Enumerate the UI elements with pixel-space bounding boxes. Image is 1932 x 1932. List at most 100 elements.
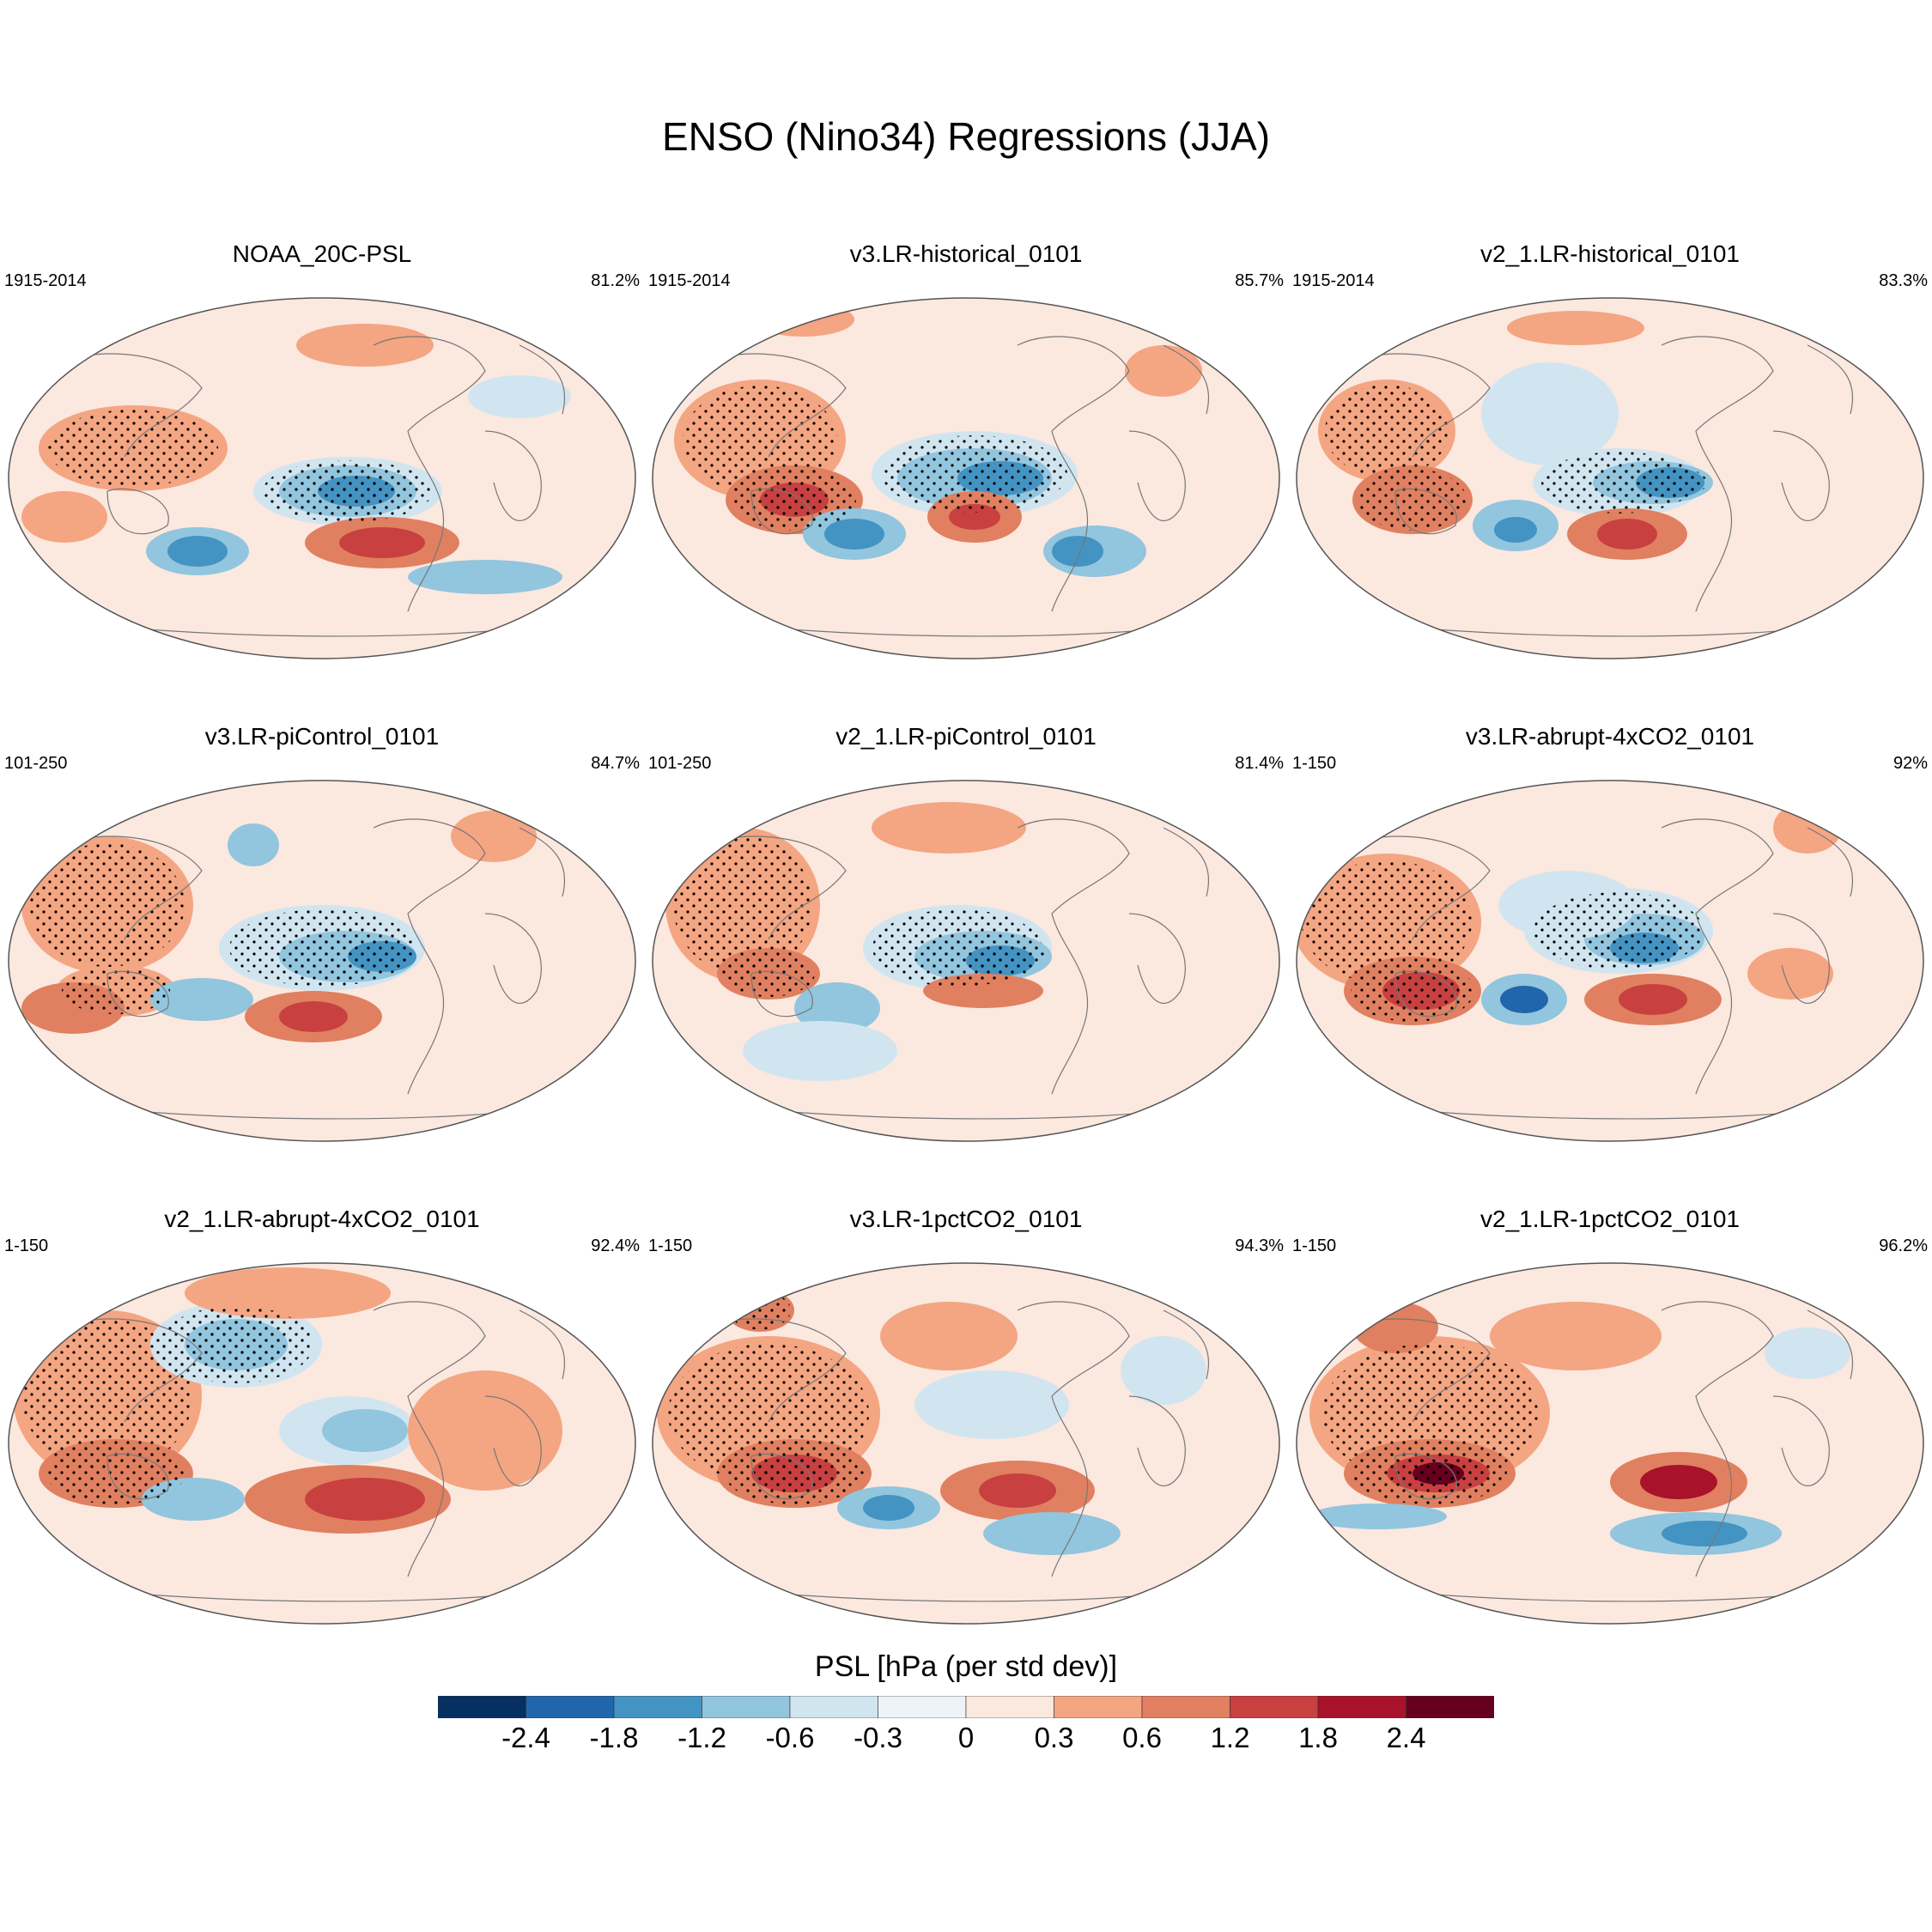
panel-title: v2_1.LR-1pctCO2_0101 [1480, 1206, 1740, 1232]
anomaly-region [1662, 1521, 1747, 1546]
significance-stipple [1321, 1344, 1538, 1483]
significance-stipple [756, 1456, 833, 1491]
map-border [652, 780, 1280, 1142]
colorbar-swatch [438, 1696, 526, 1718]
anomaly-region [1121, 1336, 1206, 1405]
panel-title: v3.LR-historical_0101 [849, 240, 1083, 267]
panel-period: 101-250 [648, 754, 712, 773]
map-border [8, 780, 636, 1142]
panel-title: v3.LR-1pctCO2_0101 [849, 1206, 1083, 1232]
colorbar-tick-label: 2.4 [1386, 1722, 1426, 1753]
coastline [55, 336, 589, 637]
colorbar-tick-label: -2.4 [501, 1722, 550, 1753]
anomaly-region [1507, 311, 1644, 345]
colorbar-swatch [1406, 1696, 1494, 1718]
colorbar-tick-label: -1.2 [677, 1722, 726, 1753]
significance-stipple [729, 1291, 791, 1330]
map-panel-4: v3.LR-piControl_0101 101-250 84.7% [4, 723, 640, 1144]
panel-period: 101-250 [4, 754, 68, 773]
anomaly-region [1125, 345, 1202, 397]
significance-stipple [1386, 974, 1456, 1008]
panel-percent: 81.2% [591, 271, 640, 290]
significance-stipple [62, 968, 170, 1014]
map-border [8, 297, 636, 659]
colorbar-tick-label: 1.2 [1210, 1722, 1250, 1753]
significance-stipple [882, 435, 1067, 513]
anomaly-region [1494, 517, 1537, 543]
map-panel-6: v3.LR-abrupt-4xCO2_0101 1-150 92% [1292, 723, 1928, 1144]
panel-percent: 83.3% [1879, 271, 1928, 290]
anomaly-region [305, 1478, 425, 1521]
significance-stipple [30, 843, 185, 967]
map-globe [652, 1262, 1280, 1625]
panel-percent: 85.7% [1235, 271, 1284, 290]
significance-stipple [673, 835, 812, 975]
map-border [8, 1262, 636, 1625]
coastline [1343, 818, 1877, 1120]
anomaly-region [1309, 1504, 1447, 1529]
panel-title: v2_1.LR-historical_0101 [1480, 240, 1740, 267]
significance-stipple [190, 1321, 283, 1368]
anomaly-region [150, 978, 253, 1021]
panel-title: v2_1.LR-abrupt-4xCO2_0101 [164, 1206, 480, 1232]
map-border [1296, 297, 1924, 659]
panel-title: v2_1.LR-piControl_0101 [835, 723, 1097, 750]
colorbar-tick-label: 0.6 [1122, 1722, 1162, 1753]
anomaly-region [167, 536, 228, 567]
colorbar-tick-label: -1.8 [589, 1722, 639, 1753]
map-panel-9: v2_1.LR-1pctCO2_0101 1-150 96.2% [1292, 1206, 1928, 1626]
coastline [1343, 336, 1877, 637]
colorbar-swatch [613, 1696, 702, 1718]
coastline [55, 1301, 589, 1602]
map-globe [8, 780, 636, 1142]
anomaly-region [296, 324, 434, 367]
anomaly-region [1500, 986, 1548, 1013]
significance-stipple [683, 386, 837, 494]
panel-percent: 92% [1893, 754, 1928, 773]
colorbar-title: PSL [hPa (per std dev)] [814, 1650, 1118, 1683]
anomaly-region [1481, 362, 1619, 465]
colorbar-tick-label: 0 [957, 1722, 975, 1753]
map-panel-7: v2_1.LR-abrupt-4xCO2_0101 1-150 92.4% [4, 1206, 640, 1626]
anomaly-region [1597, 519, 1657, 550]
anomaly-region [408, 560, 562, 594]
anomaly-region [1052, 536, 1103, 567]
map-globe [1296, 297, 1924, 659]
colorbar-swatch [1141, 1696, 1230, 1718]
map-globe [1296, 1262, 1924, 1625]
panel-title: NOAA_20C-PSL [232, 240, 412, 267]
map-globe [1296, 780, 1924, 1142]
map-panel-8: v3.LR-1pctCO2_0101 1-150 94.3% [648, 1206, 1284, 1626]
coastline [699, 1301, 1233, 1602]
map-globe [8, 1262, 636, 1625]
colorbar-swatch [965, 1696, 1054, 1718]
anomaly-region [228, 823, 279, 866]
map-globe [8, 297, 636, 659]
panel-percent: 94.3% [1235, 1236, 1284, 1255]
anomaly-region [751, 302, 854, 337]
anomaly-region [983, 1512, 1121, 1555]
figure-title: ENSO (Nino34) Regressions (JJA) [661, 114, 1271, 159]
panel-percent: 81.4% [1235, 754, 1284, 773]
anomaly-region [914, 1370, 1069, 1439]
anomaly-region [468, 375, 571, 418]
anomaly-region [339, 527, 425, 558]
anomaly-region [979, 1473, 1056, 1508]
anomaly-region [21, 491, 107, 543]
map-border [1296, 1262, 1924, 1625]
panel-period: 1-150 [1292, 1236, 1337, 1255]
colorbar-swatch [702, 1696, 791, 1718]
map-panel-3: v2_1.LR-historical_0101 1915-2014 83.3% [1292, 240, 1928, 661]
significance-stipple [1302, 860, 1472, 984]
significance-stipple [921, 933, 1045, 980]
panel-percent: 84.7% [591, 754, 640, 773]
panel-percent: 96.2% [1879, 1236, 1928, 1255]
panel-title: v3.LR-piControl_0101 [204, 723, 440, 750]
anomaly-region [1619, 984, 1687, 1015]
significance-stipple [321, 477, 392, 506]
anomaly-region [1490, 1302, 1662, 1370]
significance-stipple [1358, 469, 1467, 531]
colorbar-swatch [1317, 1696, 1406, 1718]
panel-period: 1915-2014 [4, 271, 87, 290]
anomaly-region [279, 1001, 348, 1032]
